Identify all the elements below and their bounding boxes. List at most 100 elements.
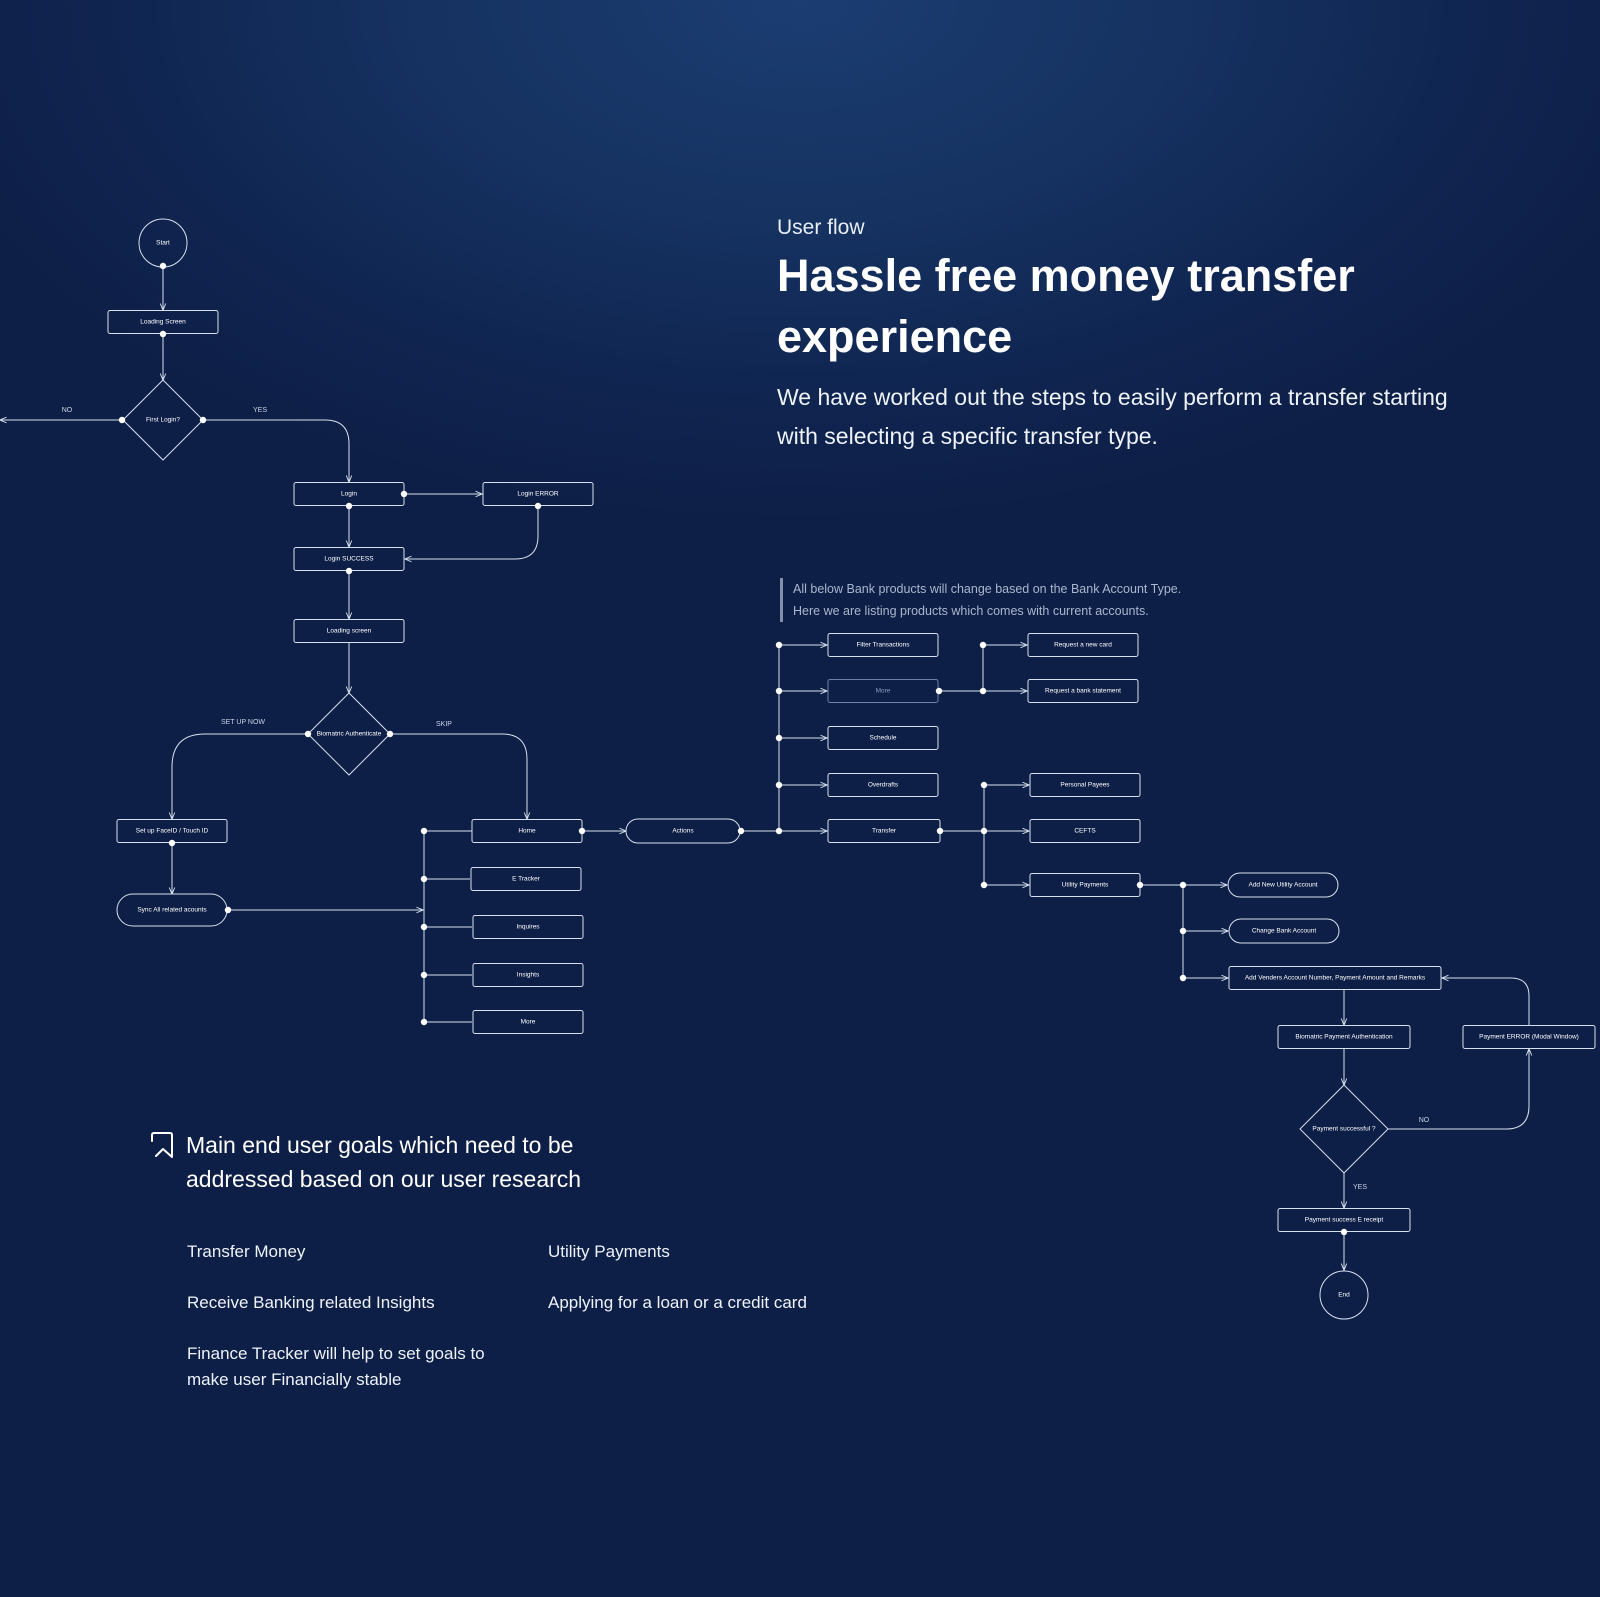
connector-dot xyxy=(980,781,988,789)
connector-dot xyxy=(775,687,783,695)
flow-node-label: E Tracker xyxy=(512,876,541,883)
connector-dot xyxy=(199,416,207,424)
flow-node-more-actions: More xyxy=(827,679,939,703)
flow-node-label: Insights xyxy=(517,972,540,979)
flow-connector xyxy=(1388,1049,1529,1130)
flow-node-label: Request a bank statement xyxy=(1045,688,1121,695)
edge-label-yes: YES xyxy=(1353,1184,1367,1191)
flow-node-label: Payment ERROR (Modal Window) xyxy=(1479,1034,1579,1041)
flow-node-end: End xyxy=(1319,1270,1369,1320)
connector-dot xyxy=(168,839,176,847)
flow-node-home: Home xyxy=(471,819,583,843)
connector-dot xyxy=(420,875,428,883)
flow-node-request-card: Request a new card xyxy=(1027,633,1139,657)
flow-node-filter-transactions: Filter Transactions xyxy=(827,633,939,657)
flow-node-label: More xyxy=(521,1019,536,1026)
flow-node-e-tracker: E Tracker xyxy=(470,867,582,891)
flow-node-label: Loading Screen xyxy=(140,319,186,326)
flow-node-label: Login xyxy=(341,491,357,498)
connector-dot xyxy=(400,490,408,498)
flow-node-label: Sync All related acounts xyxy=(137,907,207,914)
flow-node-label: Overdrafts xyxy=(868,782,899,789)
section-eyebrow: User flow xyxy=(777,216,865,239)
bank-products-note: All below Bank products will change base… xyxy=(780,578,1181,622)
flow-node-label: Add Venders Account Number, Payment Amou… xyxy=(1245,975,1426,982)
goal-item: Finance Tracker will help to set goals t… xyxy=(187,1344,485,1389)
connector-dot xyxy=(1179,927,1187,935)
flow-node-personal-payees: Personal Payees xyxy=(1029,773,1141,797)
edge-label-skip: SKIP xyxy=(436,721,452,728)
connector-dot xyxy=(1136,881,1144,889)
connector-dot xyxy=(775,781,783,789)
flow-node-utility-payments: Utility Payments xyxy=(1029,873,1141,897)
page-title: Hassle free money transfer experience xyxy=(777,250,1355,362)
flow-node-label: Home xyxy=(518,828,536,835)
flow-node-setup-faceid: Set up FaceID / Touch ID xyxy=(116,819,228,843)
flow-node-loading-screen: Loading Screen xyxy=(107,310,219,334)
connector-dot xyxy=(1340,1228,1348,1236)
flow-node-label: Transfer xyxy=(872,828,897,835)
connector-dot xyxy=(775,641,783,649)
edge-label-no: NO xyxy=(62,407,73,414)
connector-dot xyxy=(980,881,988,889)
flow-node-label: Payment success E receipt xyxy=(1305,1217,1384,1224)
flow-connector xyxy=(390,733,527,819)
goals-title: Main end user goals which need to be add… xyxy=(186,1132,582,1192)
flow-node-label: Request a new card xyxy=(1054,642,1112,649)
connector-dot xyxy=(936,827,944,835)
flow-node-label: Filter Transactions xyxy=(856,642,910,649)
connector-dot xyxy=(578,827,586,835)
connector-dot xyxy=(345,502,353,510)
flow-node-start: Start xyxy=(138,218,188,268)
connector-dot xyxy=(775,734,783,742)
connector-dot xyxy=(420,923,428,931)
edge-label-no: NO xyxy=(1419,1117,1430,1124)
flow-node-login-error: Login ERROR xyxy=(482,482,594,506)
note-line-1: All below Bank products will change base… xyxy=(793,582,1182,596)
connector-dot xyxy=(1179,974,1187,982)
connector-dot xyxy=(386,730,394,738)
goal-item: Utility Payments xyxy=(548,1242,670,1261)
flow-node-label: Loading screen xyxy=(327,628,372,635)
flow-node-label: Payment successful ? xyxy=(1312,1126,1376,1133)
flow-node-inquires: Inquires xyxy=(472,915,584,939)
flow-node-label: Login SUCCESS xyxy=(324,556,374,563)
flow-connector xyxy=(405,506,539,559)
flow-node-payment-error: Payment ERROR (Modal Window) xyxy=(1462,1025,1596,1049)
flow-node-label: End xyxy=(1338,1292,1350,1299)
flow-node-label: Start xyxy=(156,240,170,247)
connector-dot xyxy=(420,971,428,979)
flow-node-more-home: More xyxy=(472,1010,584,1034)
connector-dot xyxy=(979,687,987,695)
flow-node-label: CEFTS xyxy=(1074,828,1096,835)
goal-item: Transfer Money xyxy=(187,1242,306,1261)
flow-node-label: Schedule xyxy=(869,735,896,742)
flow-node-label: Login ERROR xyxy=(517,491,558,498)
flow-connector xyxy=(1442,978,1530,1025)
flow-node-cefts: CEFTS xyxy=(1029,819,1141,843)
connector-dot xyxy=(775,827,783,835)
flow-node-actions: Actions xyxy=(625,818,741,844)
connector-dot xyxy=(737,827,745,835)
flow-node-label: More xyxy=(876,688,891,695)
connector-dot xyxy=(159,262,167,270)
flow-node-add-vendor-details: Add Venders Account Number, Payment Amou… xyxy=(1228,966,1442,990)
flow-node-loading-screen-2: Loading screen xyxy=(293,619,405,643)
flow-node-sync-accounts: Sync All related acounts xyxy=(116,893,228,927)
connector-dot xyxy=(345,567,353,575)
connector-dot xyxy=(979,641,987,649)
flow-node-label: Biomatric Payment Authentication xyxy=(1295,1034,1393,1041)
intro-text: We have worked out the steps to easily p… xyxy=(777,384,1448,449)
flow-node-first-login: First Login? xyxy=(122,379,204,461)
flow-node-login: Login xyxy=(293,482,405,506)
connector-dot xyxy=(224,906,232,914)
flow-node-payment-successful: Payment successful ? xyxy=(1299,1084,1389,1174)
connector-dot xyxy=(1179,881,1187,889)
goals-heading: Main end user goals which need to be add… xyxy=(150,1128,626,1196)
flow-node-request-statement: Request a bank statement xyxy=(1027,679,1139,703)
connector-dot xyxy=(420,827,428,835)
flow-node-login-success: Login SUCCESS xyxy=(293,547,405,571)
flow-node-label: Utility Payments xyxy=(1062,882,1109,889)
flow-node-insights: Insights xyxy=(472,963,584,987)
